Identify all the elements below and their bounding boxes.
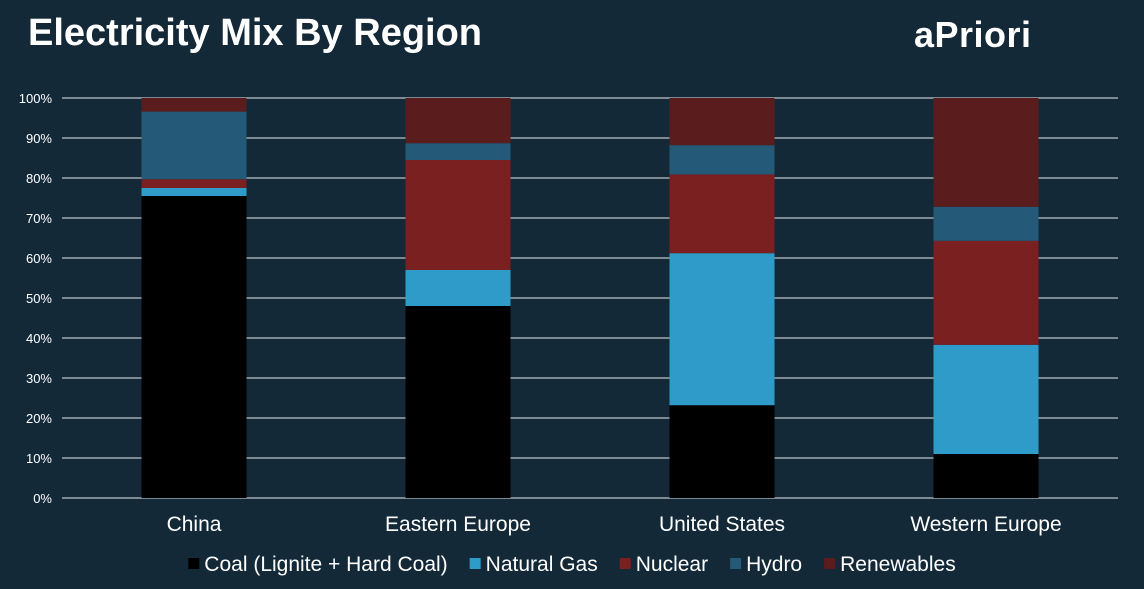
legend-swatch	[469, 558, 481, 569]
bar-segment	[933, 206, 1039, 241]
legend-label: Renewables	[840, 553, 956, 576]
legend-swatch	[619, 558, 631, 569]
legend-label: Coal (Lignite + Hard Coal)	[204, 553, 447, 576]
legend-label: Natural Gas	[486, 553, 598, 576]
category-label: China	[167, 513, 222, 536]
bar-segment	[141, 111, 247, 180]
legend-label: Hydro	[746, 553, 802, 576]
category-label: Eastern Europe	[385, 513, 531, 536]
legend-swatch	[730, 558, 742, 569]
legend-item: Hydro	[730, 553, 802, 576]
legend-swatch	[824, 558, 836, 569]
bar-segment	[141, 196, 247, 498]
legend-item: Coal (Lignite + Hard Coal)	[188, 553, 448, 576]
bar-segment	[141, 188, 247, 196]
bar-segment	[141, 98, 247, 112]
bar-segment	[669, 145, 775, 175]
bar-segment	[933, 454, 1039, 498]
y-tick-label: 60%	[26, 251, 52, 266]
y-tick-label: 30%	[26, 371, 52, 386]
bar-segment	[405, 160, 511, 270]
category-label: Western Europe	[910, 513, 1061, 536]
y-tick-label: 0%	[33, 491, 52, 506]
bar-segment	[405, 270, 511, 306]
bar-segment	[669, 98, 775, 146]
y-tick-label: 40%	[26, 331, 52, 346]
y-axis-ticks: 0% 10% 20% 30% 40% 50% 60% 70% 80% 90% 100%	[19, 91, 53, 506]
bar-segment	[669, 253, 775, 406]
y-tick-label: 20%	[26, 411, 52, 426]
legend-swatch	[188, 558, 200, 569]
y-tick-label: 10%	[26, 451, 52, 466]
y-tick-label: 70%	[26, 211, 52, 226]
bar-segment	[405, 98, 511, 144]
bar-segment	[933, 240, 1039, 345]
bar-segment	[933, 344, 1039, 454]
legend-item: Renewables	[824, 553, 956, 576]
bar-segment	[933, 98, 1039, 207]
apriori-logo: aPriori	[914, 14, 1032, 55]
y-tick-label: 50%	[26, 291, 52, 306]
y-tick-label: 100%	[19, 91, 53, 106]
bar-segment	[669, 174, 775, 254]
y-tick-label: 80%	[26, 171, 52, 186]
legend-item: Nuclear	[619, 553, 708, 576]
bar-segment	[669, 405, 775, 498]
bar-segment	[405, 306, 511, 498]
x-axis-categories: China Eastern Europe United States Western …	[167, 513, 1062, 536]
legend: Coal (Lignite + Hard Coal) Natural Gas Nuc…	[188, 553, 956, 576]
legend-item: Natural Gas	[469, 553, 598, 576]
bar-segment	[141, 179, 247, 188]
bar-segment	[405, 143, 511, 160]
chart-title: Electricity Mix By Region	[28, 12, 483, 54]
bars	[141, 98, 1039, 498]
y-tick-label: 90%	[26, 131, 52, 146]
category-label: United States	[659, 513, 785, 536]
legend-label: Nuclear	[636, 553, 708, 576]
